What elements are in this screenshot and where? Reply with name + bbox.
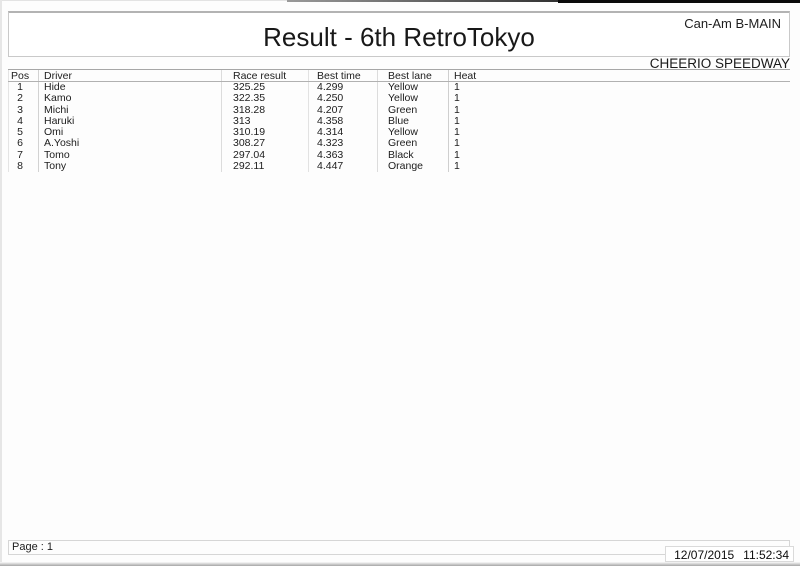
- cell-race-result: 310.19: [221, 127, 308, 139]
- table-row: 8 Tony 292.11 4.447 Orange 1: [8, 160, 790, 172]
- cell-best-lane: Black: [377, 149, 448, 161]
- table-row: 6 A.Yoshi 308.27 4.323 Green 1: [8, 138, 790, 150]
- cell-race-result: 292.11: [221, 160, 308, 172]
- column-header-heat: Heat: [448, 70, 790, 81]
- column-header-best-time: Best time: [308, 70, 377, 81]
- table-row: 7 Tomo 297.04 4.363 Black 1: [8, 149, 790, 161]
- cell-race-result: 297.04: [221, 149, 308, 161]
- cell-heat: 1: [448, 160, 790, 172]
- cell-driver: A.Yoshi: [38, 138, 221, 150]
- date-label: 12/07/2015: [674, 547, 735, 562]
- cell-heat: 1: [448, 127, 790, 139]
- cell-best-time: 4.250: [308, 93, 377, 105]
- cell-driver: Hide: [38, 82, 221, 94]
- cell-best-lane: Yellow: [377, 93, 448, 105]
- header-panel: Can-Am B-MAIN Result - 6th RetroTokyo: [8, 11, 790, 57]
- datetime-stamp: 12/07/2015 11:52:34: [665, 546, 794, 562]
- scan-artifact-top-line: [287, 0, 560, 2]
- results-table: Pos Driver Race result Best time Best la…: [8, 69, 790, 172]
- cell-race-result: 325.25: [221, 82, 308, 94]
- cell-race-result: 313: [221, 115, 308, 127]
- cell-best-lane: Orange: [377, 160, 448, 172]
- scan-artifact-top-line-dark: [558, 0, 800, 3]
- cell-best-lane: Green: [377, 104, 448, 116]
- cell-best-time: 4.447: [308, 160, 377, 172]
- cell-pos: 5: [8, 127, 38, 139]
- cell-driver: Michi: [38, 104, 221, 116]
- scan-edge-left: [0, 0, 2, 566]
- page-title: Result - 6th RetroTokyo: [263, 22, 535, 52]
- cell-best-lane: Green: [377, 138, 448, 150]
- scan-edge-bottom: [0, 562, 800, 566]
- cell-heat: 1: [448, 104, 790, 116]
- cell-heat: 1: [448, 82, 790, 94]
- cell-best-lane: Yellow: [377, 127, 448, 139]
- cell-best-time: 4.207: [308, 104, 377, 116]
- column-header-best-lane: Best lane: [377, 70, 448, 81]
- cell-pos: 3: [8, 104, 38, 116]
- column-header-driver: Driver: [38, 70, 221, 81]
- cell-heat: 1: [448, 93, 790, 105]
- column-header-pos: Pos: [8, 70, 38, 81]
- cell-race-result: 308.27: [221, 138, 308, 150]
- cell-best-time: 4.314: [308, 127, 377, 139]
- table-row: 4 Haruki 313 4.358 Blue 1: [8, 115, 790, 127]
- cell-driver: Tony: [38, 160, 221, 172]
- time-label: 11:52:34: [743, 547, 789, 562]
- cell-pos: 6: [8, 138, 38, 150]
- cell-heat: 1: [448, 115, 790, 127]
- cell-best-time: 4.358: [308, 115, 377, 127]
- table-row: 2 Kamo 322.35 4.250 Yellow 1: [8, 93, 790, 105]
- page-number-label: Page : 1: [12, 541, 53, 553]
- table-row: 3 Michi 318.28 4.207 Green 1: [8, 104, 790, 116]
- cell-best-lane: Blue: [377, 115, 448, 127]
- cell-pos: 7: [8, 149, 38, 161]
- cell-best-lane: Yellow: [377, 82, 448, 94]
- cell-driver: Tomo: [38, 149, 221, 161]
- cell-best-time: 4.299: [308, 82, 377, 94]
- cell-driver: Kamo: [38, 93, 221, 105]
- table-row: 1 Hide 325.25 4.299 Yellow 1: [8, 82, 790, 94]
- cell-pos: 4: [8, 115, 38, 127]
- cell-best-time: 4.363: [308, 149, 377, 161]
- cell-pos: 8: [8, 160, 38, 172]
- cell-heat: 1: [448, 138, 790, 150]
- table-row: 5 Omi 310.19 4.314 Yellow 1: [8, 127, 790, 139]
- cell-race-result: 318.28: [221, 104, 308, 116]
- column-header-race-result: Race result: [221, 70, 308, 81]
- race-class-label: Can-Am B-MAIN: [684, 16, 781, 31]
- cell-heat: 1: [448, 149, 790, 161]
- venue-label: CHEERIO SPEEDWAY: [649, 56, 790, 71]
- cell-pos: 2: [8, 93, 38, 105]
- cell-driver: Haruki: [38, 115, 221, 127]
- cell-best-time: 4.323: [308, 138, 377, 150]
- cell-driver: Omi: [38, 127, 221, 139]
- table-header-row: Pos Driver Race result Best time Best la…: [8, 69, 790, 82]
- cell-race-result: 322.35: [221, 93, 308, 105]
- cell-pos: 1: [8, 82, 38, 94]
